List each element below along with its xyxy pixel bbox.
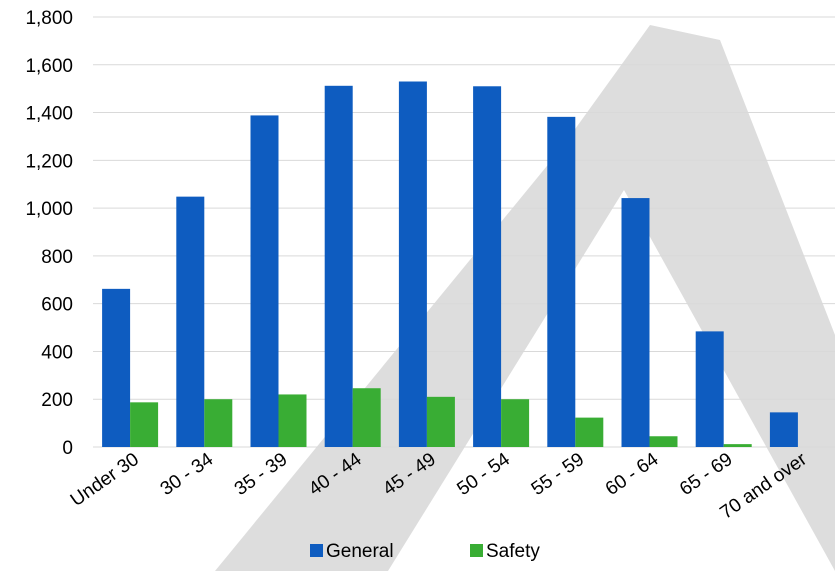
bars <box>102 81 798 448</box>
y-tick-label: 800 <box>41 247 73 268</box>
bar-general <box>473 86 502 448</box>
bar-general <box>769 412 798 447</box>
legend: General Safety <box>310 541 540 562</box>
bar-safety <box>575 417 604 447</box>
bar-general <box>621 198 650 447</box>
x-tick-label: 30 - 34 <box>157 449 218 500</box>
y-tick-label: 1,800 <box>25 8 73 29</box>
y-axis-ticks: 0 200 400 600 800 1,000 1,200 1,400 1,600 1,800 <box>25 8 73 459</box>
bar-general <box>695 331 724 447</box>
bar-safety <box>501 399 530 447</box>
y-tick-label: 1,000 <box>25 199 73 220</box>
y-tick-label: 1,600 <box>25 56 73 77</box>
y-tick-label: 1,200 <box>25 151 73 172</box>
x-tick-label: Under 30 <box>67 449 143 511</box>
bar-general <box>176 196 205 447</box>
bar-safety <box>426 396 455 447</box>
bar-safety <box>723 444 752 447</box>
x-tick-label: 60 - 64 <box>602 449 663 500</box>
bar-safety <box>278 394 307 447</box>
bar-general <box>324 85 353 448</box>
bar-safety <box>130 402 159 447</box>
x-tick-label: 50 - 54 <box>453 449 514 500</box>
legend-label-general: General <box>326 541 394 562</box>
legend-label-safety: Safety <box>486 541 540 562</box>
bar-general <box>250 115 279 447</box>
y-tick-label: 400 <box>41 342 73 363</box>
y-tick-label: 200 <box>41 390 73 411</box>
legend-swatch-safety <box>470 544 483 557</box>
bar-general <box>547 116 576 447</box>
bar-general <box>398 81 427 447</box>
bar-safety <box>352 388 381 447</box>
x-tick-label: 65 - 69 <box>676 449 737 500</box>
y-tick-label: 0 <box>62 438 73 459</box>
bar-general <box>102 288 131 447</box>
legend-swatch-general <box>310 544 323 557</box>
y-tick-label: 1,400 <box>25 104 73 125</box>
bar-safety <box>649 436 678 447</box>
bar-safety <box>204 399 233 447</box>
x-tick-label: 55 - 59 <box>528 449 589 500</box>
y-tick-label: 600 <box>41 295 73 316</box>
